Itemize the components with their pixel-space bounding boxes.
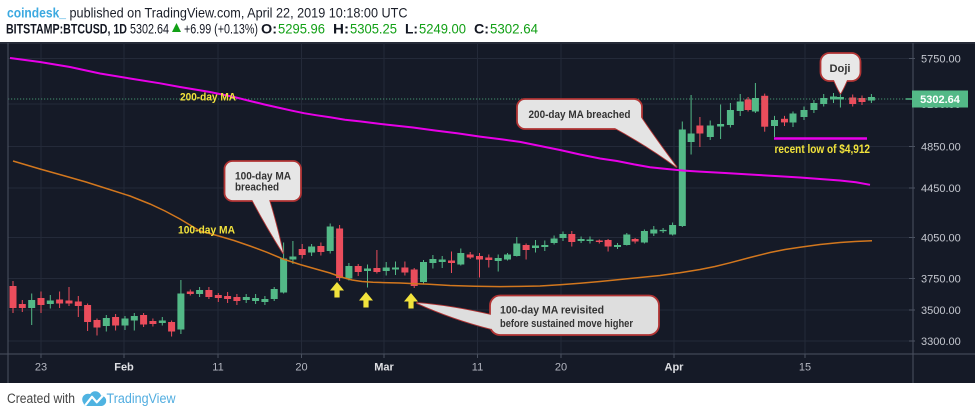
svg-text:100-day MA revisited: 100-day MA revisited — [500, 305, 604, 317]
svg-text:20: 20 — [555, 362, 567, 374]
svg-text:100-day MA: 100-day MA — [235, 171, 291, 183]
svg-text:L:: L: — [405, 21, 418, 37]
svg-text:Created with: Created with — [7, 391, 75, 406]
svg-text:O:: O: — [261, 21, 277, 37]
svg-text:4850.00: 4850.00 — [921, 142, 961, 154]
svg-text:5750.00: 5750.00 — [921, 54, 961, 66]
svg-text:H:: H: — [333, 21, 349, 37]
svg-text:15: 15 — [799, 362, 811, 374]
svg-text:3300.00: 3300.00 — [921, 336, 961, 348]
svg-text:Doji: Doji — [830, 63, 851, 75]
svg-text:5302.64: 5302.64 — [920, 94, 961, 106]
svg-text:C:: C: — [474, 21, 489, 37]
svg-text:11: 11 — [212, 362, 223, 374]
svg-text:published on TradingView.com,: published on TradingView.com, April 22, … — [70, 5, 408, 21]
svg-text:5302.64: 5302.64 — [490, 21, 538, 37]
svg-text:breached: breached — [235, 182, 279, 194]
svg-text:100-day MA: 100-day MA — [178, 225, 235, 237]
svg-text:5295.96: 5295.96 — [278, 21, 325, 37]
svg-text:+6.99 (+0.13%): +6.99 (+0.13%) — [184, 21, 258, 37]
svg-text:3750.00: 3750.00 — [921, 274, 961, 286]
svg-text:23: 23 — [35, 362, 47, 374]
svg-text:4450.00: 4450.00 — [921, 183, 961, 195]
svg-text:200-day MA: 200-day MA — [180, 92, 236, 104]
svg-text:5305.25: 5305.25 — [350, 21, 397, 37]
svg-text:11: 11 — [472, 362, 483, 374]
svg-text:TradingView: TradingView — [107, 391, 176, 406]
svg-text:4050.00: 4050.00 — [921, 233, 961, 245]
svg-text:Apr: Apr — [665, 362, 685, 374]
svg-text:recent low of $4,912: recent low of $4,912 — [775, 144, 871, 156]
svg-text:5249.00: 5249.00 — [419, 21, 466, 37]
svg-text:20: 20 — [295, 362, 307, 374]
svg-text:BITSTAMP:BTCUSD, 1D: BITSTAMP:BTCUSD, 1D — [6, 21, 127, 37]
svg-text:before sustained move higher: before sustained move higher — [500, 318, 634, 330]
svg-text:coindesk_: coindesk_ — [7, 5, 66, 21]
svg-text:200-day MA breached: 200-day MA breached — [529, 109, 631, 121]
svg-text:3500.00: 3500.00 — [921, 305, 961, 317]
svg-text:5302.64: 5302.64 — [130, 21, 169, 37]
svg-text:Feb: Feb — [114, 362, 134, 374]
svg-text:Mar: Mar — [374, 362, 394, 374]
